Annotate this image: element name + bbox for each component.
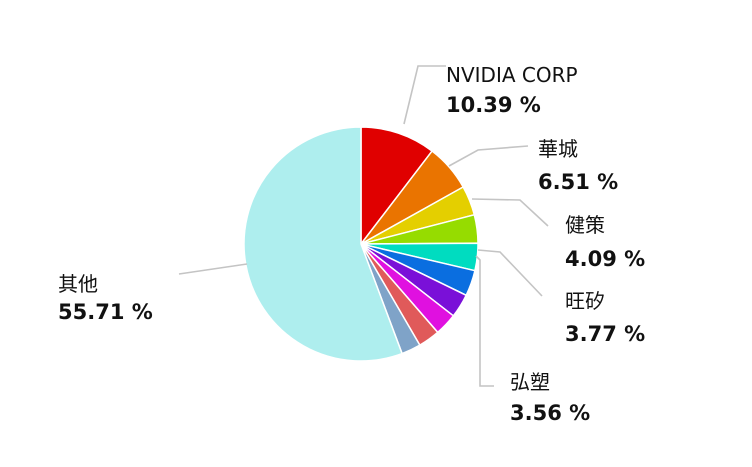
slice-label-percent: 3.56 % [510, 401, 590, 425]
leader-line-華城 [448, 145, 529, 167]
slice-label-percent: 6.51 % [538, 170, 618, 194]
slice-label-name: 健策 [565, 213, 605, 237]
slice-label-percent: 3.77 % [565, 322, 645, 346]
slice-label-percent: 10.39 % [446, 93, 541, 117]
leader-line-健策 [471, 198, 549, 227]
slice-label-name: 旺矽 [565, 289, 605, 313]
leader-line-弘塑 [475, 255, 494, 387]
slice-label-name: 弘塑 [510, 370, 550, 394]
pie-slices [243, 126, 479, 362]
slice-label-percent: 4.09 % [565, 247, 645, 271]
leader-line-NVIDIA CORP [403, 65, 446, 125]
slice-label-percent: 55.71 % [58, 300, 153, 324]
slice-label-name: 華城 [538, 137, 578, 161]
slice-labels: NVIDIA CORP 10.39 % 華城 6.51 % 健策 4.09 % 旺矽 3.77… [58, 63, 645, 425]
pie-slice-NVIDIA CORP [360, 126, 434, 247]
slice-label-name: NVIDIA CORP [446, 63, 578, 87]
slice-label-name: 其他 [58, 272, 98, 296]
leader-line-其他 [178, 263, 248, 275]
leader-line-旺矽 [477, 249, 543, 297]
leader-lines [178, 65, 549, 387]
